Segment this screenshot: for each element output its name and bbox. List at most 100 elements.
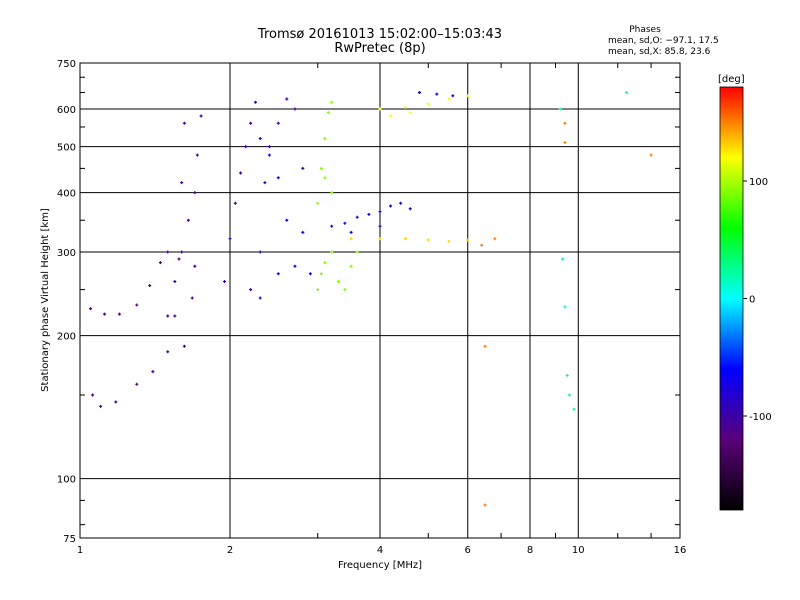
data-point: [417, 91, 421, 95]
data-point: [195, 153, 199, 157]
data-point: [166, 250, 170, 254]
x-tick-label: 6: [465, 545, 471, 556]
colorbar-label: [deg]: [718, 74, 745, 85]
data-point: [343, 221, 347, 225]
data-point: [199, 114, 203, 118]
data-point: [182, 344, 186, 348]
data-point: [173, 280, 177, 284]
data-point: [151, 370, 155, 374]
data-point: [190, 296, 194, 300]
data-point: [355, 250, 359, 254]
data-point: [649, 153, 653, 157]
data-point: [293, 107, 297, 111]
colorbar-tick-label: 100: [749, 177, 768, 188]
colorbar-tick-label: -100: [749, 412, 772, 423]
data-point: [378, 107, 382, 111]
colorbar-tick-label: 0: [749, 295, 755, 306]
y-tick-label: 75: [63, 534, 76, 545]
y-tick-label: 750: [57, 59, 76, 70]
data-point: [223, 280, 227, 284]
data-point: [493, 237, 497, 241]
data-point: [239, 171, 243, 175]
data-point: [249, 288, 253, 292]
data-point: [466, 238, 470, 242]
data-point: [447, 239, 451, 243]
data-point: [426, 238, 430, 242]
data-point: [565, 373, 569, 377]
data-point: [91, 393, 95, 397]
data-point: [135, 303, 139, 307]
data-point: [367, 212, 371, 216]
data-point: [285, 97, 289, 101]
data-point: [349, 230, 353, 234]
y-tick-label: 600: [57, 105, 76, 116]
data-point: [625, 91, 629, 95]
data-point: [330, 100, 334, 104]
y-tick-label: 400: [57, 189, 76, 200]
data-point: [316, 288, 320, 292]
data-point: [563, 141, 567, 145]
data-point: [336, 280, 340, 284]
data-point: [148, 284, 152, 288]
y-tick-label: 100: [57, 475, 76, 486]
data-point: [301, 166, 305, 170]
x-tick-label: 10: [572, 545, 585, 556]
data-point: [276, 121, 280, 125]
data-point: [249, 121, 253, 125]
data-point: [572, 407, 576, 411]
data-point: [326, 110, 330, 114]
data-point: [180, 250, 184, 254]
data-point: [561, 257, 565, 261]
data-point: [483, 503, 487, 507]
data-point: [103, 312, 107, 316]
data-point: [228, 237, 232, 241]
stats-title: Phases: [629, 25, 661, 35]
data-point: [233, 201, 237, 205]
data-point: [182, 121, 186, 125]
chart-subtitle: RwPretec (8p): [334, 41, 425, 56]
data-point: [319, 272, 323, 276]
y-tick-label: 200: [57, 332, 76, 343]
x-tick-label: 4: [377, 545, 383, 556]
data-point: [89, 307, 93, 311]
data-point: [186, 218, 190, 222]
data-point: [451, 94, 455, 98]
data-point: [349, 264, 353, 268]
data-point: [563, 121, 567, 125]
x-tick-label: 2: [227, 545, 233, 556]
data-point: [408, 207, 412, 211]
data-point: [330, 224, 334, 228]
data-point: [343, 288, 347, 292]
y-tick-label: 500: [57, 143, 76, 154]
data-point: [408, 110, 412, 114]
x-tick-label: 8: [527, 545, 533, 556]
data-point: [267, 153, 271, 157]
data-point: [166, 350, 170, 354]
data-point: [293, 264, 297, 268]
colorbar-ticks: 100 0 -100: [743, 177, 772, 423]
data-point: [263, 181, 267, 185]
data-point: [166, 314, 170, 318]
data-point: [114, 400, 118, 404]
data-point: [308, 272, 312, 276]
stats-line-x: mean, sd,X: 85.8, 23.6: [608, 47, 711, 57]
data-point: [177, 257, 181, 261]
data-point: [319, 166, 323, 170]
data-point: [301, 230, 305, 234]
x-tick-label: 16: [674, 545, 687, 556]
data-point: [447, 97, 451, 101]
x-axis: 1 2 4 6 8 10 16: [77, 63, 687, 556]
chart-title: Tromsø 20161013 15:02:00–15:03:43: [257, 27, 502, 42]
data-point: [558, 107, 562, 111]
data-point: [330, 250, 334, 254]
data-point: [399, 201, 403, 205]
data-point: [180, 181, 184, 185]
data-point: [466, 94, 470, 98]
grid-lines: [80, 63, 680, 538]
data-point: [316, 201, 320, 205]
y-axis-label: Stationary phase Virtual Height [km]: [40, 208, 51, 392]
data-point: [244, 145, 248, 149]
data-point: [403, 105, 407, 109]
data-point: [193, 191, 197, 195]
